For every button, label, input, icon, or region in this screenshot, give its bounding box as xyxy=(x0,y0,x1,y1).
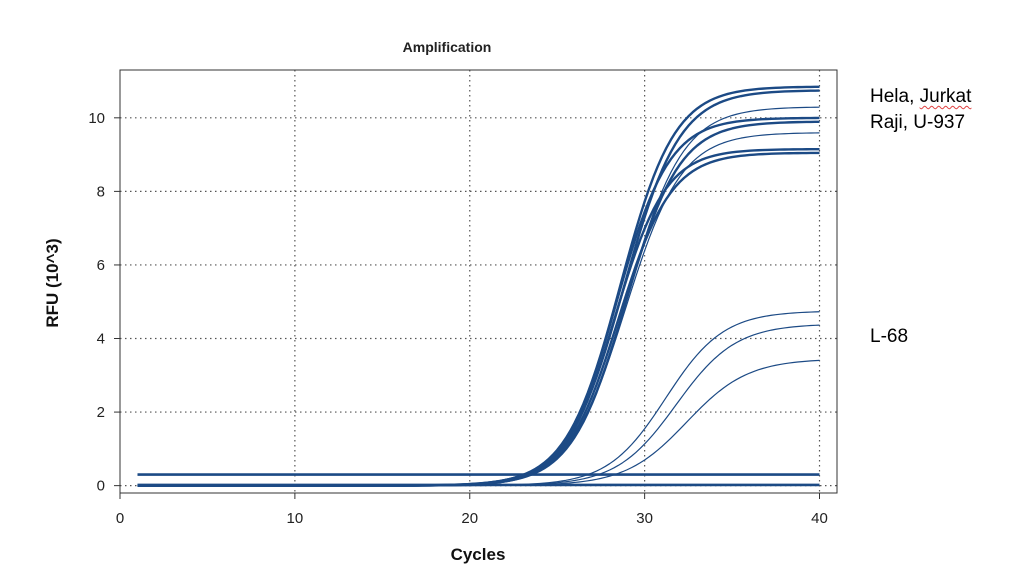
amplification-curve xyxy=(137,132,820,487)
y-tick-label: 6 xyxy=(97,257,105,274)
annotation-high-line1: Hela, Jurkat xyxy=(870,84,971,110)
annotation-hela: Hela, xyxy=(870,86,920,107)
annotation-high-group: Hela, Jurkat Raji, U-937 xyxy=(870,84,971,135)
x-tick-label: 30 xyxy=(636,510,653,527)
y-axis-ticks: 0 2 4 6 8 10 xyxy=(88,110,120,495)
amplification-curve xyxy=(137,89,820,487)
annotation-high-line2: Raji, U-937 xyxy=(870,111,966,133)
y-tick-label: 8 xyxy=(97,183,105,200)
y-axis-label: RFU (10^3) xyxy=(43,238,62,327)
x-tick-label: 0 xyxy=(116,510,124,527)
annotation-jurkat: Jurkat xyxy=(919,86,972,107)
amplification-curve xyxy=(137,324,820,487)
amplification-curve xyxy=(137,116,820,487)
amplification-curve xyxy=(137,151,820,487)
amplification-curve xyxy=(137,106,820,487)
x-axis-ticks: 0 10 20 30 40 xyxy=(116,493,828,527)
amplification-curve xyxy=(137,85,820,487)
x-tick-label: 10 xyxy=(287,510,304,527)
y-tick-label: 2 xyxy=(97,404,105,421)
amplification-curve xyxy=(137,359,820,487)
x-tick-label: 40 xyxy=(811,510,828,527)
x-axis-label: Cycles xyxy=(451,545,506,564)
annotation-low-group: L-68 xyxy=(870,326,909,347)
amplification-curve xyxy=(137,147,820,487)
amplification-curve xyxy=(137,311,820,487)
y-tick-label: 4 xyxy=(97,331,105,348)
amplification-curves xyxy=(137,85,820,487)
chart-title: Amplification xyxy=(403,39,492,55)
y-tick-label: 0 xyxy=(97,478,105,495)
x-tick-label: 20 xyxy=(461,510,478,527)
grid-lines xyxy=(120,70,837,493)
amplification-curve xyxy=(137,120,820,487)
y-tick-label: 10 xyxy=(88,110,105,127)
plot-frame xyxy=(119,69,838,494)
